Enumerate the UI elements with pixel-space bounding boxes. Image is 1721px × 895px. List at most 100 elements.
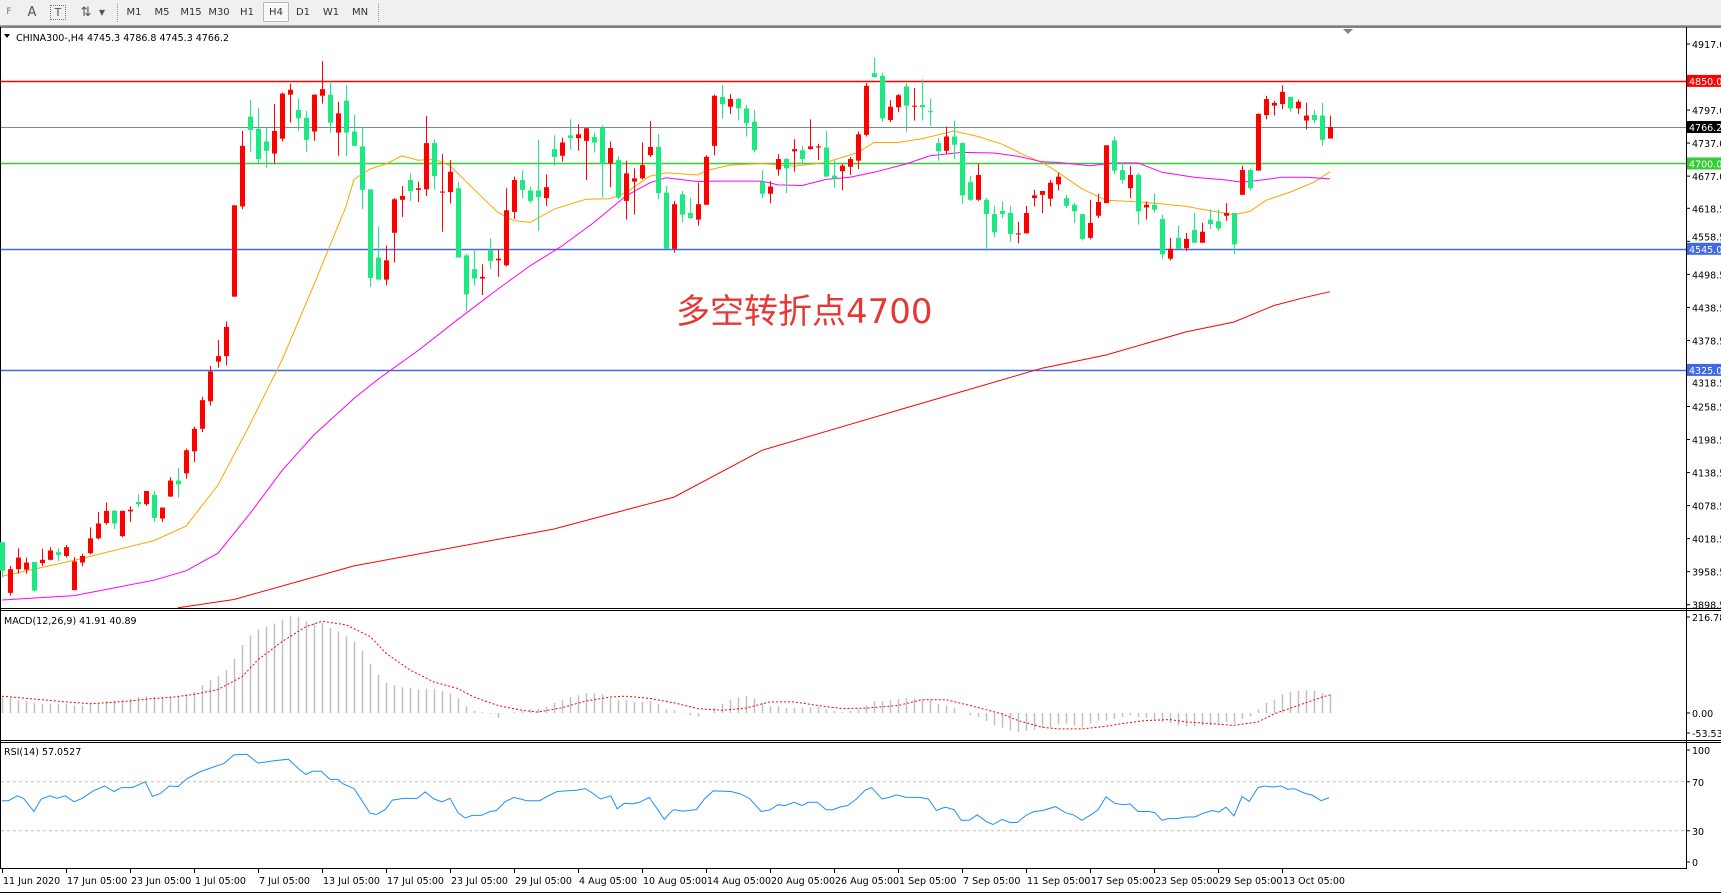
candle-up xyxy=(944,136,949,151)
candle-up xyxy=(640,165,645,179)
macd-tick-label: 0.00 xyxy=(1692,709,1713,720)
candle-up xyxy=(48,550,53,560)
time-tick-label: 17 Jul 05:00 xyxy=(387,876,444,887)
candle-down xyxy=(592,137,597,143)
candle-down xyxy=(248,116,253,130)
candle-down xyxy=(56,552,61,555)
chart-header: CHINA300-,H4 4745.3 4786.8 4745.3 4766.2 xyxy=(16,33,229,44)
candle-down xyxy=(880,75,885,119)
candle-up xyxy=(704,156,709,205)
candle-up xyxy=(776,159,781,170)
price-tick-label: 4797.0 xyxy=(1692,106,1721,117)
arrows-tool-icon[interactable]: ⇅ xyxy=(80,5,92,20)
time-axis: 11 Jun 2020 17 Jun 05:00 23 Jun 05:00 1 Jul… xyxy=(2,869,1345,887)
macd-tick-label: -53.53 xyxy=(1692,729,1721,740)
time-tick-label: 23 Sep 05:00 xyxy=(1155,876,1218,887)
candle-up xyxy=(1240,170,1245,195)
candle-down xyxy=(136,502,141,505)
candle-down xyxy=(1080,214,1085,239)
candle-up xyxy=(1296,101,1301,109)
rsi-tick-label: 100 xyxy=(1692,746,1710,757)
level-price-label: 4850.0 xyxy=(1689,77,1721,88)
chart-shift-marker-icon[interactable] xyxy=(1343,29,1353,34)
candle-down xyxy=(1248,170,1253,189)
timeframe-m5[interactable]: M5 xyxy=(154,7,170,18)
timeframe-h4[interactable]: H4 xyxy=(263,2,289,22)
candle-up xyxy=(16,557,21,570)
candle-up xyxy=(320,89,325,96)
level-price-box xyxy=(1687,121,1721,134)
time-tick-label: 23 Jun 05:00 xyxy=(131,876,191,887)
candle-up xyxy=(888,106,893,120)
candle-up xyxy=(1184,238,1189,249)
candle-up xyxy=(168,480,173,497)
timeframe-w1[interactable]: W1 xyxy=(322,7,340,18)
candle-up xyxy=(584,128,589,141)
toolbar: F A T ⇅ ▼ M1 M5 M15 M30 H1 H4 D1 W1 MN xyxy=(0,0,1721,26)
candle-down xyxy=(1160,219,1165,255)
candle-up xyxy=(440,191,445,193)
candle-up xyxy=(80,555,85,563)
text-tool-icon[interactable]: A xyxy=(27,5,37,20)
candle-down xyxy=(1208,219,1213,225)
price-tick-label: 4498.5 xyxy=(1692,270,1721,281)
time-tick-label: 23 Jul 05:00 xyxy=(451,876,508,887)
candle-up xyxy=(1056,176,1061,185)
candle-up xyxy=(24,562,29,570)
timeframe-h1[interactable]: H1 xyxy=(240,7,254,18)
candle-up xyxy=(1040,190,1045,195)
toolbar-separator xyxy=(378,3,381,22)
candle-up xyxy=(448,171,453,193)
timeframe-m30[interactable]: M30 xyxy=(208,7,230,18)
candle-up xyxy=(144,491,149,505)
timeframe-m1[interactable]: M1 xyxy=(126,7,142,18)
level-price-label: 4545.0 xyxy=(1689,245,1721,256)
candle-down xyxy=(600,127,605,165)
candle-down xyxy=(952,136,957,145)
price-tick-label: 4677.0 xyxy=(1692,172,1721,183)
candle-down xyxy=(1288,96,1293,109)
candle-up xyxy=(216,356,221,362)
price-tick-label: 4558.5 xyxy=(1692,232,1721,243)
price-tick-label: 4138.5 xyxy=(1692,469,1721,480)
level-price-label: 4325.0 xyxy=(1689,366,1721,377)
candle-down xyxy=(464,255,469,295)
rsi-tick-label: 70 xyxy=(1692,778,1704,789)
level-price-label: 4700.0 xyxy=(1689,159,1721,170)
candle-down xyxy=(1064,198,1069,206)
candle-up xyxy=(8,569,13,593)
candle-up xyxy=(72,561,77,591)
candle-down xyxy=(536,190,541,198)
time-tick-label: 1 Jul 05:00 xyxy=(195,876,246,887)
rsi-panel xyxy=(1,753,1686,832)
candle-up xyxy=(392,199,397,233)
candle-up xyxy=(184,450,189,474)
candle-up xyxy=(200,400,205,429)
price-tick-label: 4018.5 xyxy=(1692,535,1721,546)
candle-up xyxy=(480,276,485,279)
candle-down xyxy=(1216,221,1221,229)
text-label-tool-icon[interactable]: T xyxy=(50,5,66,20)
collapse-triangle-icon[interactable] xyxy=(4,34,10,38)
timeframe-m15[interactable]: M15 xyxy=(180,7,202,18)
timeframe-mn[interactable]: MN xyxy=(351,7,369,18)
candle-up xyxy=(816,146,821,148)
grid-tool-icon[interactable]: F xyxy=(6,7,12,17)
timeframe-d1[interactable]: D1 xyxy=(295,7,311,18)
candle-up xyxy=(496,258,501,261)
level-price-box xyxy=(1687,157,1721,170)
candle-down xyxy=(328,94,333,123)
dropdown-arrow-icon[interactable]: ▼ xyxy=(98,8,106,17)
time-tick-label: 29 Jul 05:00 xyxy=(515,876,572,887)
candle-up xyxy=(208,371,213,402)
candle-down xyxy=(760,181,765,194)
candle-down xyxy=(968,182,973,200)
price-tick-label: 4618.5 xyxy=(1692,204,1721,215)
price-tick-label: 4378.5 xyxy=(1692,336,1721,347)
candle-down xyxy=(824,147,829,177)
candle-up xyxy=(792,149,797,152)
candle-down xyxy=(472,269,477,279)
candle-down xyxy=(1120,170,1125,180)
candle-down xyxy=(984,199,989,215)
